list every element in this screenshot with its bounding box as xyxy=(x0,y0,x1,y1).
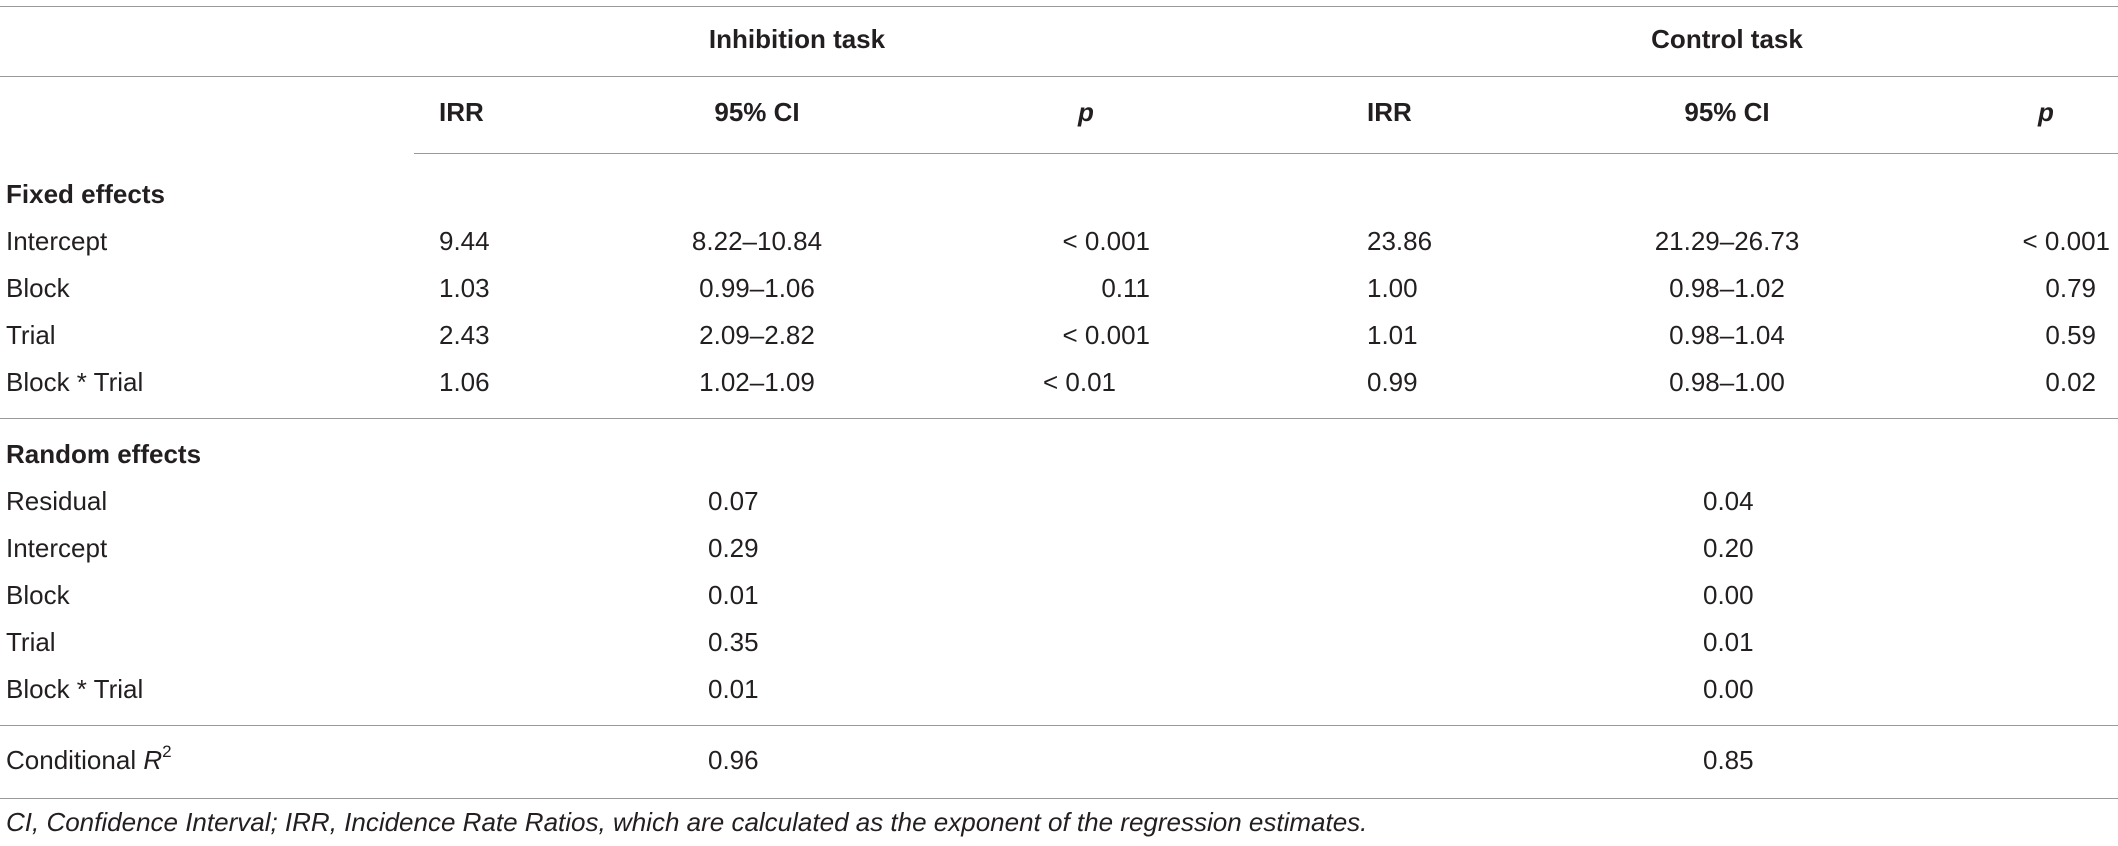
rule-group-header xyxy=(0,76,2118,77)
ctl-value: 0.20 xyxy=(1703,533,1754,563)
ctl-ci: 0.98–1.02 xyxy=(1669,273,1785,303)
ctl-irr: 1.01 xyxy=(1367,320,1418,350)
table-footnote: CI, Confidence Interval; IRR, Incidence … xyxy=(6,807,1368,837)
inh-irr: 1.06 xyxy=(439,367,490,397)
ctl-p: 0.02 xyxy=(2045,367,2096,397)
section-title-fixed: Fixed effects xyxy=(6,179,165,209)
rule-fixed-end xyxy=(0,418,2118,419)
ctl-value: 0.00 xyxy=(1703,580,1754,610)
inh-irr: 1.03 xyxy=(439,273,490,303)
ctl-value: 0.01 xyxy=(1703,627,1754,657)
rule-random-end xyxy=(0,725,2118,726)
row-label: Block xyxy=(6,273,70,303)
inh-p: < 0.001 xyxy=(1062,320,1150,350)
rule-bottom xyxy=(0,798,2118,799)
section-title-random: Random effects xyxy=(6,439,202,469)
ctl-ci: 0.98–1.00 xyxy=(1669,367,1785,397)
col-header-ctl-ci: 95% CI xyxy=(1684,97,1770,127)
ctl-ci: 21.29–26.73 xyxy=(1654,226,1800,256)
ctl-value: 0.00 xyxy=(1703,674,1754,704)
conditional-label-text: Conditional xyxy=(6,745,144,775)
inh-value: 0.07 xyxy=(708,486,759,516)
inh-ci: 2.09–2.82 xyxy=(699,320,815,350)
inh-value: 0.01 xyxy=(708,674,759,704)
col-header-inh-ci: 95% CI xyxy=(714,97,800,127)
inh-value: 0.96 xyxy=(708,745,759,775)
inh-p: 0.11 xyxy=(1101,273,1150,303)
ctl-value: 0.04 xyxy=(1703,486,1754,516)
row-label: Trial xyxy=(6,627,56,657)
group-header-control: Control task xyxy=(1651,24,1803,54)
conditional-label-var: R xyxy=(143,745,163,775)
rule-top xyxy=(0,6,2118,7)
row-label: Block xyxy=(6,580,70,610)
row-label: Intercept xyxy=(6,533,108,563)
inh-ci: 1.02–1.09 xyxy=(699,367,815,397)
row-label: Trial xyxy=(6,320,56,350)
col-header-inh-irr: IRR xyxy=(439,97,484,127)
ctl-p: 0.79 xyxy=(2045,273,2096,303)
row-label: Block * Trial xyxy=(6,674,144,704)
inh-value: 0.29 xyxy=(708,533,759,563)
ctl-value: 0.85 xyxy=(1703,745,1754,775)
col-header-ctl-irr: IRR xyxy=(1367,97,1412,127)
row-label: Intercept xyxy=(6,226,108,256)
inh-value: 0.35 xyxy=(708,627,759,657)
inh-value: 0.01 xyxy=(708,580,759,610)
row-label-conditional-r2: Conditional R2 xyxy=(6,742,172,775)
inh-ci: 8.22–10.84 xyxy=(691,226,823,256)
conditional-label-sup: 2 xyxy=(162,742,172,762)
row-label: Block * Trial xyxy=(6,367,144,397)
col-header-ctl-p: p xyxy=(2038,97,2054,127)
ctl-p: < 0.001 xyxy=(2022,226,2110,256)
ctl-irr: 0.99 xyxy=(1367,367,1418,397)
inh-ci: 0.99–1.06 xyxy=(699,273,815,303)
inh-irr: 2.43 xyxy=(439,320,490,350)
group-header-inhibition: Inhibition task xyxy=(708,24,886,54)
inh-p: < 0.001 xyxy=(1062,226,1150,256)
ctl-irr: 23.86 xyxy=(1367,226,1433,256)
inh-p: < 0.01 xyxy=(1043,367,1117,397)
ctl-irr: 1.00 xyxy=(1367,273,1418,303)
col-header-inh-p: p xyxy=(1078,97,1094,127)
rule-column-header xyxy=(414,153,2118,154)
ctl-ci: 0.98–1.04 xyxy=(1669,320,1785,350)
ctl-p: 0.59 xyxy=(2045,320,2096,350)
row-label: Residual xyxy=(6,486,108,516)
inh-irr: 9.44 xyxy=(439,226,490,256)
